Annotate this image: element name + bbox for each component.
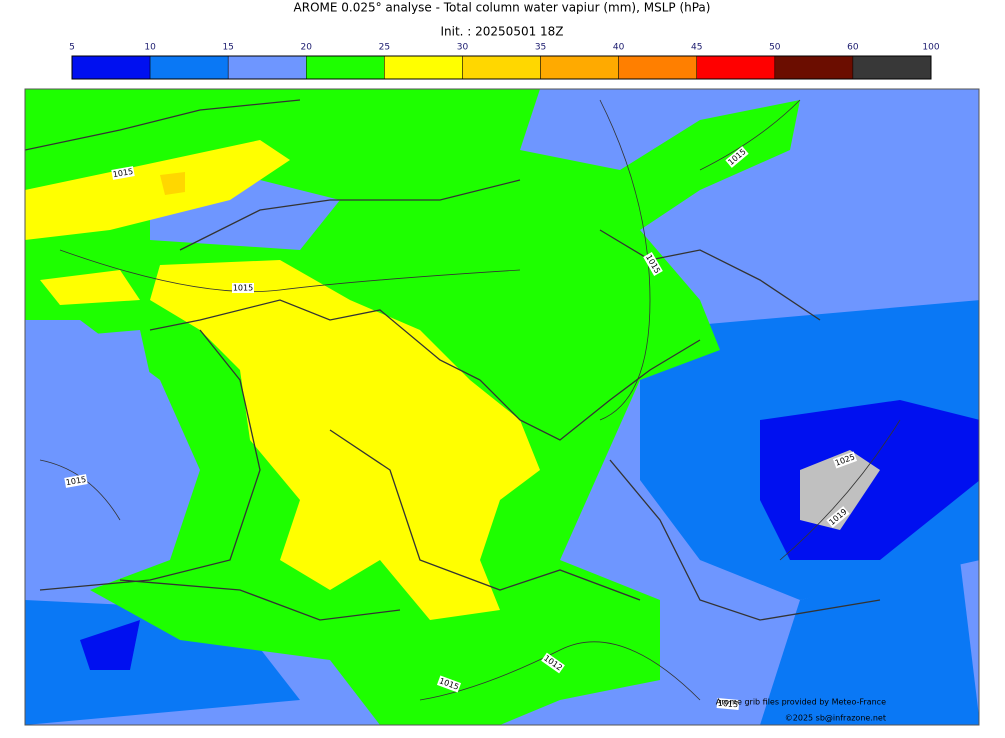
- isobar-label-text: 1015: [233, 284, 253, 293]
- moisture-zone: [160, 172, 185, 195]
- isobar-label-box: [111, 166, 135, 180]
- colorbar-tick-label: 25: [379, 43, 390, 53]
- isobar-label: 1015: [111, 166, 135, 180]
- high-terrain: [800, 450, 880, 530]
- colorbar-segment: [618, 55, 697, 80]
- colorbar-tick-label: 10: [144, 43, 156, 53]
- subtitle: Init. : 20250501 18Z: [440, 25, 563, 39]
- colorbar-segment: [696, 55, 776, 80]
- isobar-label-box: [643, 251, 663, 277]
- coastline: [25, 99, 881, 621]
- isobar-label-box: [436, 675, 462, 693]
- colorbar-segment: [462, 55, 541, 80]
- isobar-label-text: 1015: [65, 475, 87, 487]
- isobar-label-box: [541, 652, 565, 674]
- moisture-zone: [25, 330, 160, 540]
- title: AROME 0.025° analyse - Total column wate…: [294, 1, 711, 15]
- colorbar-segment: [306, 55, 385, 80]
- isobar-label-box: [725, 146, 749, 168]
- isobar-label: 1015: [716, 698, 740, 710]
- colorbar-segment: [227, 55, 307, 80]
- colorbar: 5 10 15 20 25 30 35 40 45 50 60 100: [69, 43, 940, 80]
- colorbar-tick-label: 15: [222, 43, 233, 53]
- moisture-zone: [760, 560, 979, 725]
- isobar-label-box: [64, 474, 88, 488]
- isobar-label-box: [232, 283, 254, 293]
- colorbar-segment: [540, 55, 619, 80]
- moisture-zone: [40, 270, 140, 305]
- colorbar-tick-label: 20: [301, 43, 313, 53]
- moisture-zone: [25, 140, 290, 240]
- colorbar-segment: [852, 55, 932, 80]
- isobar-label: 1015: [232, 283, 254, 293]
- colorbar-tick-label: 5: [69, 43, 75, 53]
- colorbar-tick-label: 30: [457, 43, 469, 53]
- credit: Arome grib files provided by Meteo-Franc…: [716, 698, 886, 707]
- isobar-label-box: [826, 506, 850, 528]
- colorbar-tick-label: 40: [613, 43, 625, 53]
- colorbar-tick-label: 35: [535, 43, 546, 53]
- isobar-label-box: [716, 698, 740, 710]
- isobar-label-box: [832, 451, 858, 469]
- colorbar-segment: [384, 55, 463, 80]
- colorbar-segment: [71, 55, 151, 80]
- credit: ©2025 sb@infrazone.net: [785, 714, 886, 723]
- isobar-label-text: 1015: [112, 167, 134, 179]
- colorbar-segment: [149, 55, 229, 80]
- map-frame: [24, 88, 980, 726]
- colorbar-tick-label: 60: [847, 43, 859, 53]
- colorbar-tick-label: 50: [769, 43, 781, 53]
- colorbar-tick-label: 100: [922, 43, 939, 53]
- moisture-zone: [80, 620, 140, 670]
- isobar-label-text: 1015: [717, 699, 738, 710]
- colorbar-segment: [774, 55, 854, 80]
- isobar-label: 1015: [64, 474, 88, 488]
- colorbar-tick-label: 45: [691, 43, 702, 53]
- map: 1015101510151015101510251019101210151015…: [24, 88, 980, 726]
- colorbar-frame: [71, 55, 932, 80]
